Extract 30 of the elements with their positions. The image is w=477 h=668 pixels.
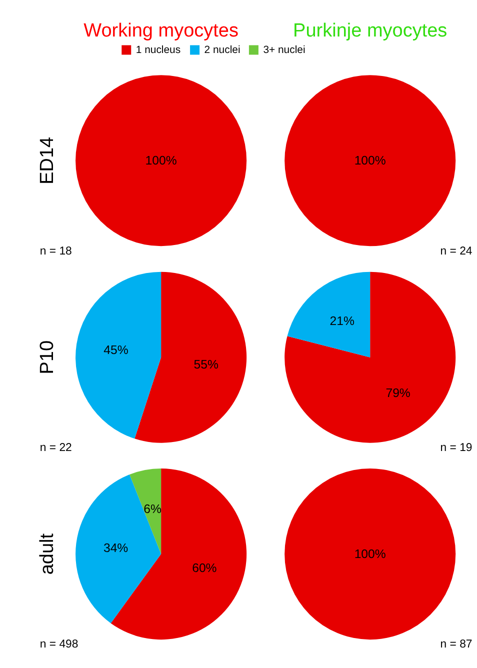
data-label: 21% xyxy=(330,314,355,328)
text: n = 19 xyxy=(440,442,472,454)
pie-slice xyxy=(134,272,247,443)
legend-label: 2 nuclei xyxy=(204,44,240,56)
legend-label: 3+ nuclei xyxy=(263,44,306,56)
pie-slice xyxy=(76,474,162,624)
text: n = 498 xyxy=(40,638,78,651)
text: ED14 xyxy=(37,136,58,184)
data-label: 34% xyxy=(103,541,128,556)
chart-title: Working myocytes xyxy=(84,20,238,42)
pie-slice xyxy=(284,272,456,443)
data-label: 45% xyxy=(104,343,128,358)
chart-title: Purkinje myocytes xyxy=(293,20,448,42)
data-label: 79% xyxy=(386,386,410,400)
text: n = 18 xyxy=(40,245,72,258)
legend-label: 1 nucleus xyxy=(136,44,181,56)
data-label: 100% xyxy=(145,153,177,168)
data-label: 100% xyxy=(354,153,386,168)
data-label: 60% xyxy=(192,560,217,575)
text: n = 22 xyxy=(40,442,72,454)
pie-slice xyxy=(130,468,162,554)
pie-slice xyxy=(76,272,162,439)
data-label: 55% xyxy=(194,357,218,372)
text: n = 87 xyxy=(440,638,472,651)
data-label: 6% xyxy=(144,502,162,516)
text: P10 xyxy=(37,340,58,374)
text: adult xyxy=(37,532,58,575)
text: n = 24 xyxy=(440,245,472,258)
pie-slice xyxy=(287,272,370,358)
data-label: 100% xyxy=(354,546,386,561)
